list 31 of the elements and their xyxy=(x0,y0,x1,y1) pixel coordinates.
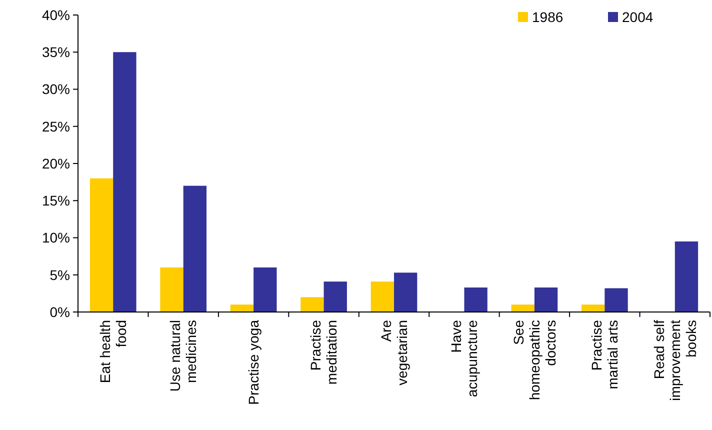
y-tick-label: 15% xyxy=(42,192,70,209)
y-tick-label: 0% xyxy=(50,304,70,320)
bar xyxy=(113,52,136,312)
bar xyxy=(604,288,628,312)
bar xyxy=(90,178,114,312)
bar xyxy=(324,282,347,312)
y-tick-label: 35% xyxy=(42,44,70,60)
legend-label: 1986 xyxy=(532,8,564,25)
bar xyxy=(464,287,488,312)
y-tick-label: 30% xyxy=(42,81,70,98)
bar xyxy=(511,304,534,312)
bar xyxy=(230,304,254,312)
bar xyxy=(300,297,324,312)
bar xyxy=(183,186,207,312)
x-tick-label: Read self improvement books xyxy=(650,320,699,401)
y-tick-label: 25% xyxy=(42,118,70,134)
bar xyxy=(534,287,558,312)
bar xyxy=(394,272,418,312)
bar xyxy=(581,304,605,312)
y-tick-label: 10% xyxy=(42,230,70,246)
bar xyxy=(160,267,184,312)
legend-label: 2004 xyxy=(622,8,654,25)
y-tick-label: 20% xyxy=(42,155,70,172)
y-tick-label: 40% xyxy=(42,6,70,23)
y-tick-label: 5% xyxy=(50,266,70,283)
x-tick-label: Eat health food xyxy=(97,320,130,384)
bar xyxy=(370,282,394,312)
bar xyxy=(674,241,698,312)
x-tick-label: Practise yoga xyxy=(245,320,262,405)
x-tick-label: Practise meditation xyxy=(308,320,340,385)
bar xyxy=(254,267,277,312)
